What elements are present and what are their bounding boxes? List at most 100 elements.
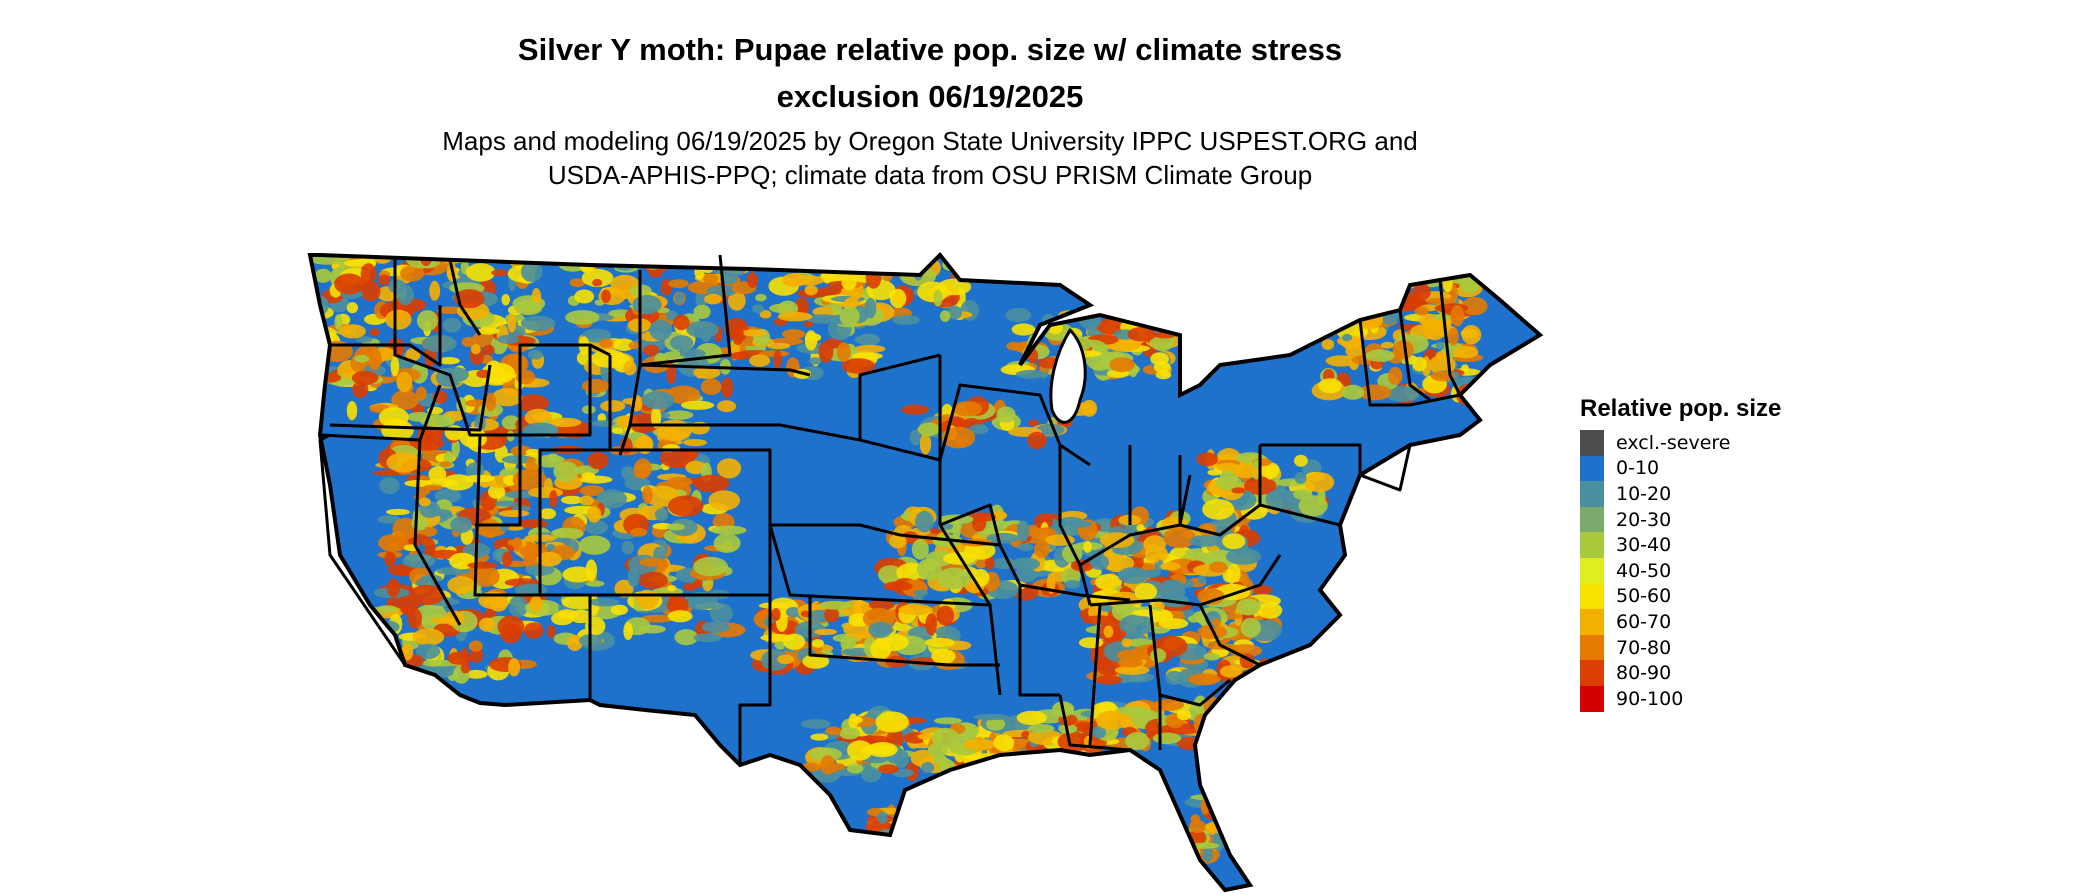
map-hotspot <box>1190 842 1220 849</box>
map-hotspot <box>732 324 744 346</box>
map-hotspot <box>391 390 419 410</box>
map-hotspot <box>727 290 746 311</box>
map-hotspot <box>1246 711 1268 730</box>
map-hotspot <box>536 551 562 567</box>
map-hotspot <box>360 281 381 302</box>
map-hotspot <box>412 628 445 646</box>
map-hotspot <box>1028 724 1055 733</box>
map-hotspot <box>482 344 495 355</box>
map-hotspot <box>613 338 635 351</box>
legend-item: 40-50 <box>1580 557 1781 584</box>
legend-item: 20-30 <box>1580 506 1781 533</box>
state-border-line <box>808 595 1000 667</box>
map-hotspot <box>708 490 740 511</box>
state-border-line <box>393 260 611 437</box>
legend-item: 10-20 <box>1580 481 1781 507</box>
map-hotspot <box>1207 469 1223 476</box>
map-hotspot <box>952 519 961 540</box>
map-hotspot <box>334 314 343 330</box>
map-hotspot <box>547 625 556 638</box>
map-hotspot <box>1083 759 1092 769</box>
map-hotspot <box>1024 758 1043 773</box>
map-hotspot <box>1245 738 1270 747</box>
map-hotspot <box>741 329 767 337</box>
legend-swatch <box>1580 557 1604 584</box>
map-hotspot <box>805 314 840 324</box>
map-hotspot <box>949 255 983 257</box>
map-hotspot <box>925 637 955 648</box>
map-hotspot <box>369 328 380 337</box>
map-hotspot <box>701 621 730 633</box>
map-hotspot <box>1217 462 1239 472</box>
map-hotspot <box>824 607 840 623</box>
map-hotspot <box>507 539 522 546</box>
map-hotspot <box>1117 567 1149 584</box>
map-hotspot <box>387 578 400 598</box>
map-hotspot <box>720 274 738 285</box>
map-hotspot <box>693 578 703 588</box>
map-hotspot <box>434 488 462 503</box>
map-hotspot <box>820 286 842 296</box>
map-raster-layer <box>310 255 1540 890</box>
map-hotspot <box>898 604 933 616</box>
state-border-line <box>448 259 482 336</box>
map-hotspot <box>883 581 913 592</box>
map-hotspot <box>581 379 611 393</box>
map-hotspot <box>746 272 758 288</box>
map-hotspot <box>1388 366 1403 386</box>
map-hotspot <box>1372 271 1403 284</box>
map-hotspot <box>693 255 704 264</box>
map-hotspot <box>319 372 342 383</box>
map-hotspot <box>888 534 907 549</box>
state-border-line <box>1359 444 1412 492</box>
map-hotspot <box>1102 554 1135 573</box>
map-hotspot <box>507 313 517 333</box>
map-hotspot <box>547 417 582 428</box>
map-hotspot <box>1214 789 1236 808</box>
map-hotspot <box>666 385 701 404</box>
map-hotspot <box>1011 323 1036 336</box>
map-hotspot <box>418 497 431 507</box>
map-hotspot <box>1365 349 1395 362</box>
map-hotspot <box>1225 708 1245 729</box>
map-hotspot <box>468 640 483 652</box>
map-hotspot <box>1131 609 1162 617</box>
map-hotspot <box>1461 296 1488 316</box>
map-hotspot <box>758 602 788 609</box>
map-hotspot <box>529 595 543 614</box>
map-hotspot <box>465 263 496 282</box>
map-hotspot <box>1363 275 1379 292</box>
map-hotspot <box>346 401 358 421</box>
map-hotspot <box>865 266 882 289</box>
map-hotspot <box>553 461 579 482</box>
map-hotspot <box>828 255 842 266</box>
map-hotspot <box>702 256 735 263</box>
map-hotspot <box>666 596 689 614</box>
map-hotspot <box>494 500 519 507</box>
map-hotspot <box>472 566 500 587</box>
map-hotspot <box>1064 580 1081 589</box>
map-hotspot <box>491 269 508 277</box>
map-hotspot <box>693 556 728 577</box>
map-hotspot <box>1222 533 1246 550</box>
map-hotspot <box>557 609 579 619</box>
map-hotspot <box>470 344 481 355</box>
map-hotspot <box>387 541 399 549</box>
map-hotspot <box>896 815 910 826</box>
map-hotspot <box>1027 431 1047 450</box>
map-hotspot <box>713 533 741 553</box>
legend-label: 70-80 <box>1616 636 1672 659</box>
map-hotspot <box>1304 472 1335 493</box>
map-hotspot <box>1318 378 1343 394</box>
map-hotspot <box>839 306 860 327</box>
map-hotspot <box>567 635 583 651</box>
map-hotspot <box>868 621 892 638</box>
map-hotspot <box>586 255 605 262</box>
map-hotspot <box>1121 638 1133 648</box>
map-hotspot <box>859 763 873 776</box>
map-hotspot <box>420 574 442 582</box>
map-hotspot <box>985 555 995 570</box>
map-hotspot <box>655 508 669 522</box>
map-hotspot <box>626 255 657 265</box>
map-hotspot <box>1217 732 1251 745</box>
